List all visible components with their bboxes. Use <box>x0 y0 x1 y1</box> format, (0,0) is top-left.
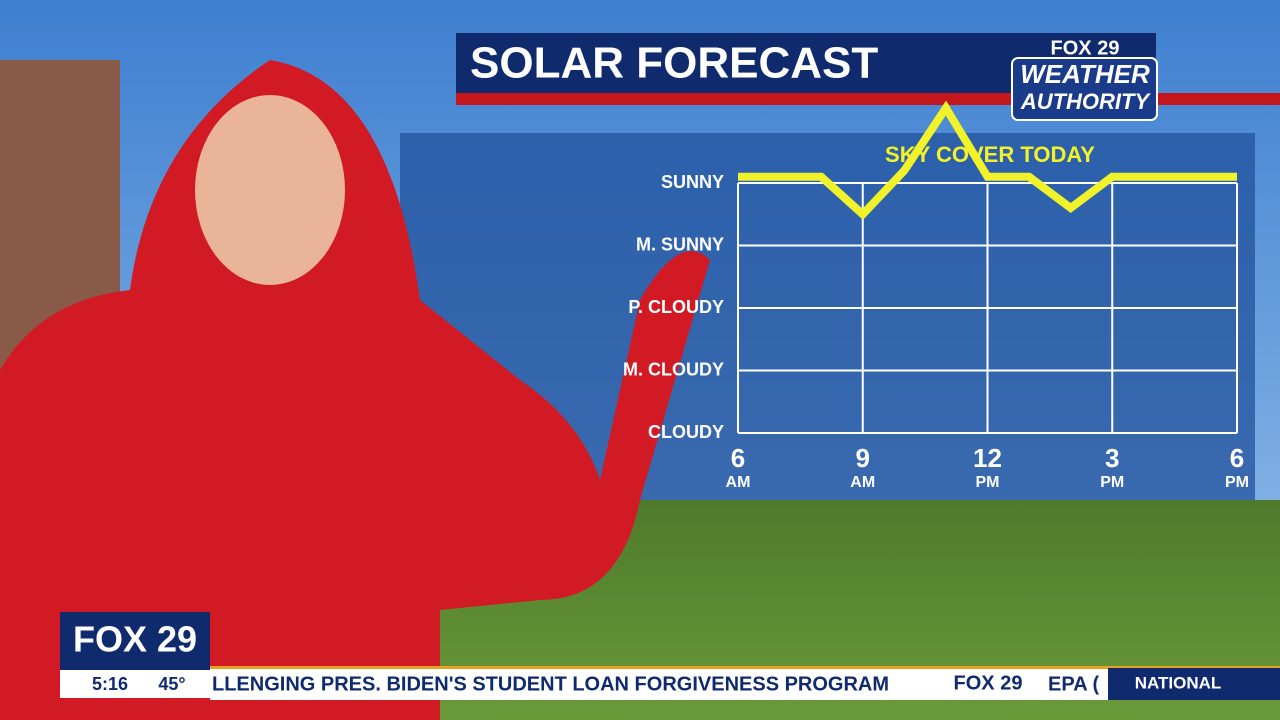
bug-time: 5:16 <box>92 674 128 694</box>
x-tick-label: 6 <box>731 443 745 473</box>
presenter-face <box>195 95 345 285</box>
ticker-brand: FOX 29 <box>954 672 1023 694</box>
x-tick-label: 6 <box>1230 443 1244 473</box>
x-tick-period: PM <box>1100 474 1124 491</box>
logo-bottom: AUTHORITY <box>1020 89 1152 114</box>
x-tick-period: PM <box>1225 474 1249 491</box>
header-title: SOLAR FORECAST <box>470 39 878 88</box>
x-tick-period: AM <box>726 474 751 491</box>
x-tick-period: PM <box>976 474 1000 491</box>
ticker-line <box>210 666 1280 669</box>
y-tick-label: SUNNY <box>661 172 724 192</box>
logo-box <box>1011 57 1158 121</box>
ticker-section-box <box>1108 668 1280 700</box>
series-line <box>738 100 1237 220</box>
bug-channel: FOX 29 <box>73 619 197 660</box>
x-tick-label: 3 <box>1105 443 1119 473</box>
ticker-bar <box>210 668 1280 700</box>
bug-info <box>60 670 210 698</box>
x-tick-period: AM <box>850 474 875 491</box>
ticker-next: EPA ( <box>1048 673 1099 695</box>
ticker-section: NATIONAL <box>1135 673 1222 692</box>
ticker-headline: LLENGING PRES. BIDEN'S STUDENT LOAN FORG… <box>212 673 889 695</box>
logo-mid: WEATHER <box>1020 59 1150 89</box>
logo-top: FOX 29 <box>1051 37 1120 59</box>
x-tick-label: 9 <box>856 443 870 473</box>
presenter <box>0 60 710 720</box>
x-tick-label: 12 <box>973 443 1002 473</box>
y-tick-label: P. CLOUDY <box>628 297 724 317</box>
y-tick-label: CLOUDY <box>648 422 724 442</box>
y-tick-label: M. CLOUDY <box>623 359 724 379</box>
bug-temperature: 45° <box>158 674 185 694</box>
bug-box <box>60 612 210 670</box>
y-tick-label: M. SUNNY <box>636 234 724 254</box>
